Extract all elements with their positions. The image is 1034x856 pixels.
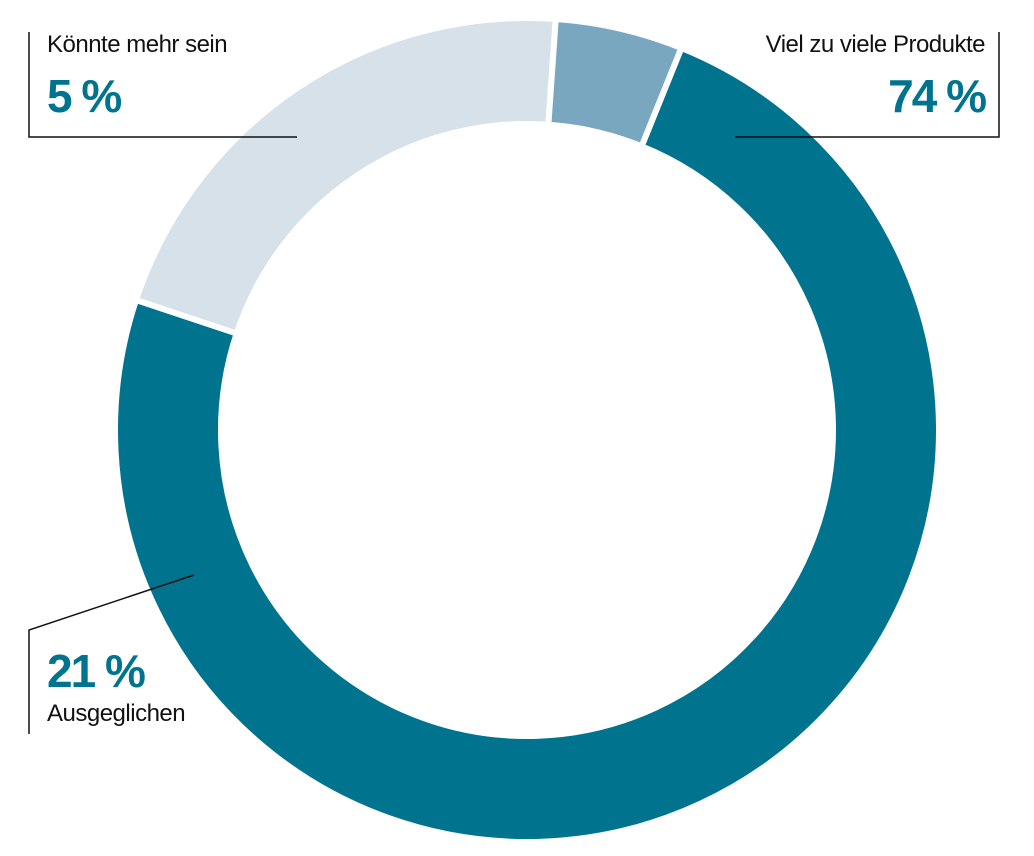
leader-line-koennte (28, 32, 297, 138)
label-koennte-mehr-sein: Könnte mehr sein 5 % (47, 31, 228, 122)
leader-line-viel (735, 32, 1000, 138)
slice-label: Ausgeglichen (47, 700, 186, 727)
slice-value: 5 % (47, 70, 122, 122)
donut-slice-0 (112, 44, 942, 845)
donut-slice-2 (545, 15, 686, 151)
leader-line-ausgeglichen (28, 574, 195, 734)
donut-slices (112, 15, 942, 845)
leader-lines (28, 32, 1000, 734)
slice-label: Könnte mehr sein (47, 31, 228, 58)
slice-label: Viel zu viele Produkte (765, 31, 986, 58)
donut-slice-1 (132, 15, 559, 338)
slice-value: 74 % (888, 70, 987, 122)
slice-value: 21 % (47, 645, 146, 697)
label-ausgeglichen: 21 % Ausgeglichen (47, 645, 186, 727)
label-viel-zu-viele-produkte: Viel zu viele Produkte 74 % (765, 31, 987, 122)
